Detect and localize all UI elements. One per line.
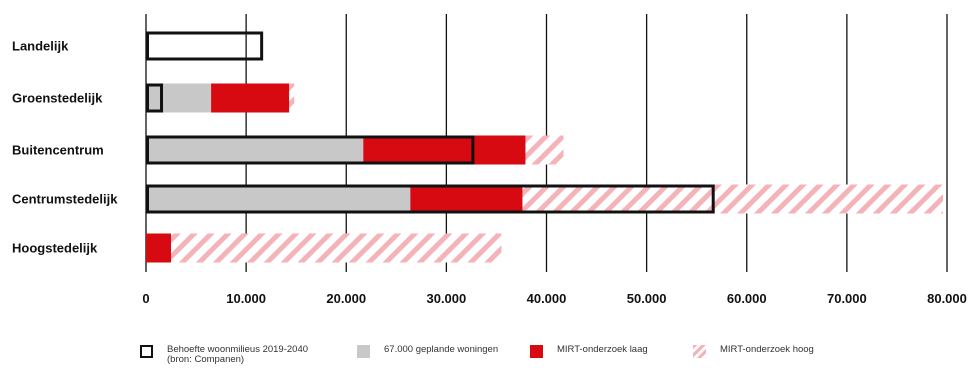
category-label-centrumstedelijk: Centrumstedelijk [12, 192, 118, 207]
legend-item-planned: 67.000 geplande woningen [357, 345, 498, 358]
x-tick-label-0: 0 [142, 291, 149, 306]
bar-planned-groenstedelijk [146, 83, 212, 113]
legend-item-high: MIRT-onderzoek hoog [693, 345, 814, 358]
legend-swatch-demand [140, 345, 153, 358]
legend-item-demand: Behoefte woonmilieus 2019-2040 (bron: Co… [140, 345, 308, 365]
x-tick-label-1: 10.000 [226, 291, 266, 306]
legend-item-low: MIRT-onderzoek laag [530, 345, 648, 358]
x-tick-label-2: 20.000 [326, 291, 366, 306]
demand-outlines [146, 31, 715, 214]
bar-low-hoogstedelijk [146, 233, 172, 263]
legend-label-demand: Behoefte woonmilieus 2019-2040 (bron: Co… [167, 345, 309, 365]
x-tick-label-6: 60.000 [727, 291, 767, 306]
bar-planned-centrumstedelijk [146, 184, 411, 214]
legend-swatch-planned [357, 345, 370, 358]
bar-planned-buitencentrum [146, 135, 364, 165]
bar-high-groenstedelijk [289, 83, 295, 113]
stacked-bar-chart: Landelijk Groenstedelijk Buitencentrum Cent… [12, 14, 967, 306]
bar-demand-outline-centrumstedelijk [146, 184, 715, 214]
legend-swatch-low [530, 345, 543, 358]
bar-low-groenstedelijk [211, 83, 290, 113]
category-label-buitencentrum: Buitencentrum [12, 143, 104, 158]
category-label-landelijk: Landelijk [12, 39, 69, 54]
bars [146, 83, 943, 263]
x-tick-label-3: 30.000 [426, 291, 466, 306]
bar-demand-outline-landelijk [146, 31, 264, 61]
bar-high-buitencentrum [525, 135, 564, 165]
bar-high-hoogstedelijk [171, 233, 502, 263]
legend-label-high: MIRT-onderzoek hoog [720, 345, 814, 355]
x-tick-label-4: 40.000 [527, 291, 567, 306]
legend-label-low: MIRT-onderzoek laag [557, 345, 648, 355]
category-label-hoogstedelijk: Hoogstedelijk [12, 241, 98, 256]
bar-low-centrumstedelijk [410, 184, 523, 214]
x-axis-ticks: 0 10.000 20.000 30.000 40.000 50.000 60.000 70.… [142, 291, 967, 306]
bar-demand-outline-groenstedelijk [146, 83, 164, 113]
x-tick-label-7: 70.000 [827, 291, 867, 306]
bar-demand-outline-buitencentrum [146, 135, 475, 165]
legend-swatch-high [693, 345, 706, 358]
x-tick-label-5: 50.000 [627, 291, 667, 306]
legend: Behoefte woonmilieus 2019-2040 (bron: Co… [140, 345, 970, 369]
legend-label-planned: 67.000 geplande woningen [384, 345, 499, 355]
category-label-groenstedelijk: Groenstedelijk [12, 91, 103, 106]
bar-high-centrumstedelijk [522, 184, 943, 214]
x-tick-label-8: 80.000 [927, 291, 967, 306]
category-labels: Landelijk Groenstedelijk Buitencentrum Cent… [12, 39, 118, 256]
bar-low-buitencentrum [363, 135, 526, 165]
